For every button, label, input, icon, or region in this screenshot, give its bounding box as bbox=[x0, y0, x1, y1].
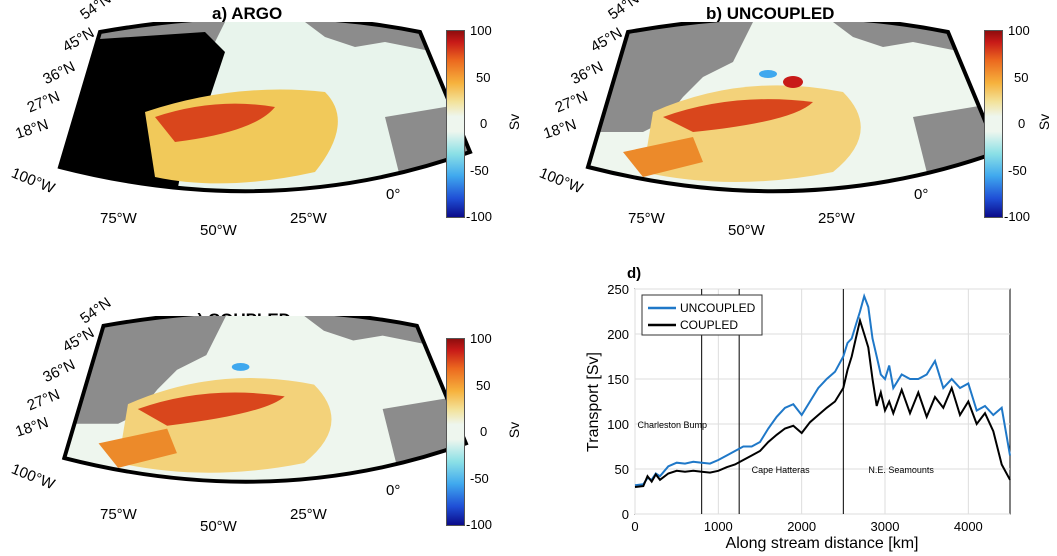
colorbar-tick: -100 bbox=[466, 517, 493, 532]
colorbar-unit: Sv bbox=[506, 421, 523, 439]
y-tick-label: 0 bbox=[622, 507, 629, 522]
lat-label: 54°N bbox=[77, 0, 115, 24]
panel-b: b) UNCOUPLED 54°N 45°N 36°N 27°N 18°N 10… bbox=[528, 0, 1057, 265]
panel-d-line-chart: d) 0 1000 2000 3000 4000 0 50 100 150 200 250 Char… bbox=[585, 265, 1011, 552]
colorbar bbox=[446, 338, 465, 526]
y-tick-label: 200 bbox=[607, 327, 629, 342]
lon-label: 0° bbox=[914, 186, 929, 203]
series-line-coupled bbox=[634, 316, 1011, 488]
panel-title: b) UNCOUPLED bbox=[706, 4, 835, 23]
map-argo bbox=[57, 22, 473, 194]
legend-label-coupled: COUPLED bbox=[680, 318, 738, 332]
y-axis-label: Transport [Sv] bbox=[585, 352, 602, 452]
legend: UNCOUPLED COUPLED bbox=[641, 294, 763, 336]
panel-c: c) COUPLED 54°N 45°N 36°N 27°N 18°N 100°… bbox=[0, 294, 530, 554]
colorbar bbox=[446, 30, 465, 218]
colorbar-unit: Sv bbox=[506, 113, 523, 131]
lat-label: 100°W bbox=[536, 164, 586, 198]
annotation-label: N.E. Seamounts bbox=[868, 465, 934, 475]
x-tick-label: 4000 bbox=[954, 519, 983, 534]
lon-label: 50°W bbox=[200, 518, 237, 535]
lat-label: 100°W bbox=[8, 460, 58, 494]
lon-label: 50°W bbox=[200, 222, 237, 239]
colorbar-tick: -50 bbox=[470, 163, 489, 178]
panel-a: a) ARGO 54°N 45°N 36°N 27°N 18°N 100°W 7… bbox=[0, 0, 530, 265]
x-tick-label: 2000 bbox=[787, 519, 816, 534]
legend-label-uncoupled: UNCOUPLED bbox=[680, 301, 756, 315]
colorbar-tick: 100 bbox=[470, 331, 492, 346]
x-tick-label: 3000 bbox=[871, 519, 900, 534]
lon-label: 0° bbox=[386, 186, 401, 203]
colorbar-tick: 0 bbox=[480, 116, 488, 131]
chart-title: d) bbox=[627, 265, 641, 282]
y-tick-label: 100 bbox=[607, 417, 629, 432]
annotation-label: Cape Hatteras bbox=[752, 465, 811, 475]
colorbar-tick: 50 bbox=[476, 70, 491, 85]
colorbar-tick: -50 bbox=[1008, 163, 1027, 178]
lat-label: 18°N bbox=[541, 116, 579, 143]
x-axis-label: Along stream distance [km] bbox=[726, 535, 919, 552]
lon-label: 75°W bbox=[100, 506, 137, 523]
argo-strong bbox=[155, 103, 275, 142]
colorbar-tick: -100 bbox=[1004, 209, 1031, 224]
colorbar-tick: 0 bbox=[480, 424, 488, 439]
colorbar-tick: -100 bbox=[466, 209, 493, 224]
lat-label: 18°N bbox=[13, 116, 51, 143]
lat-label: 100°W bbox=[8, 164, 58, 198]
x-tick-label: 1000 bbox=[704, 519, 733, 534]
colorbar-unit: Sv bbox=[1036, 113, 1053, 131]
lon-label: 25°W bbox=[290, 210, 327, 227]
y-tick-label: 150 bbox=[607, 372, 629, 387]
colorbar-tick: -50 bbox=[470, 471, 489, 486]
y-tick-label: 50 bbox=[615, 462, 629, 477]
panel-title: a) ARGO bbox=[212, 4, 283, 23]
colorbar-tick: 0 bbox=[1018, 116, 1026, 131]
lon-label: 25°W bbox=[818, 210, 855, 227]
annotation-label: Charleston Bump bbox=[638, 420, 708, 430]
map-uncoupled bbox=[585, 22, 1001, 194]
lon-label: 75°W bbox=[100, 210, 137, 227]
lat-label: 54°N bbox=[605, 0, 643, 24]
colorbar bbox=[984, 30, 1003, 218]
lon-label: 50°W bbox=[728, 222, 765, 239]
y-tick-label: 250 bbox=[607, 282, 629, 297]
series-line-uncoupled bbox=[634, 292, 1011, 487]
colorbar-tick: 50 bbox=[476, 378, 491, 393]
colorbar-tick: 100 bbox=[1008, 23, 1030, 38]
colorbar-tick: 100 bbox=[470, 23, 492, 38]
lon-label: 75°W bbox=[628, 210, 665, 227]
lon-label: 0° bbox=[386, 482, 401, 499]
colorbar-tick: 50 bbox=[1014, 70, 1029, 85]
map-coupled bbox=[61, 316, 469, 484]
lon-label: 25°W bbox=[290, 506, 327, 523]
x-tick-label: 0 bbox=[631, 519, 638, 534]
lat-label: 18°N bbox=[13, 414, 51, 441]
